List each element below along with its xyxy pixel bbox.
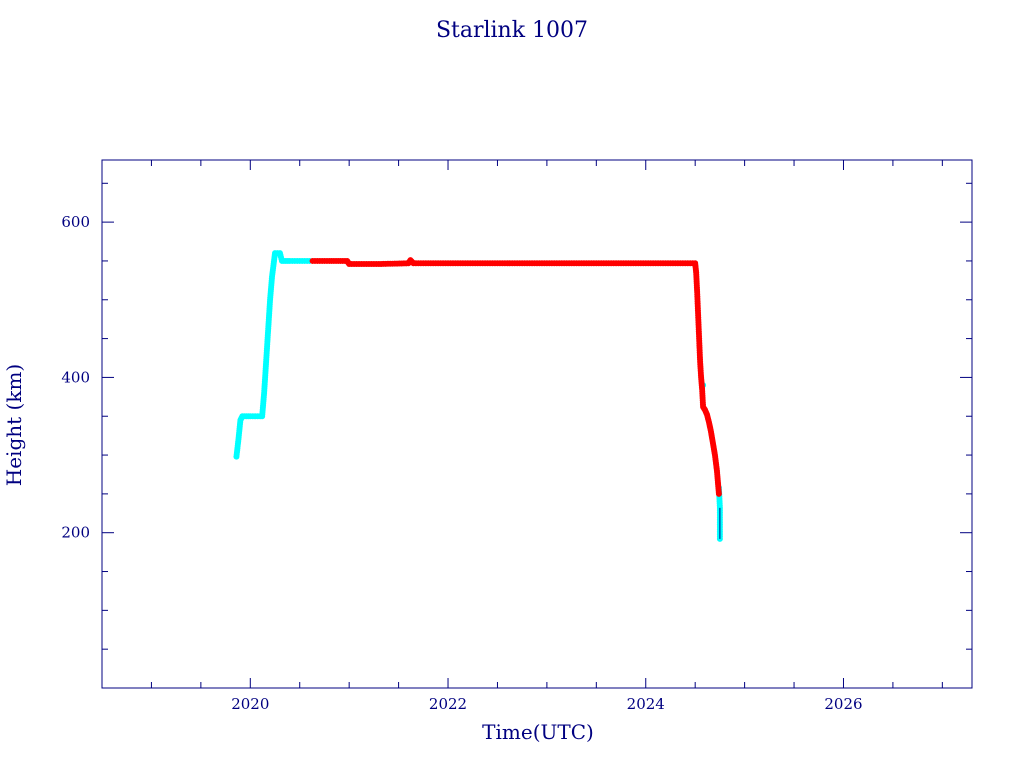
x-tick-label: 2020 — [231, 695, 269, 713]
x-axis-label: Time(UTC) — [482, 720, 594, 744]
y-axis-label: Height (km) — [2, 364, 26, 486]
data-points — [233, 250, 723, 542]
chart-title: Starlink 1007 — [436, 18, 588, 43]
x-tick-label: 2024 — [627, 695, 665, 713]
axis-tick-labels: 2020 2022 2024 2026 200 400 600 — [61, 213, 862, 713]
x-tick-label: 2026 — [824, 695, 862, 713]
series-2 — [309, 257, 722, 497]
data-point — [715, 490, 722, 497]
y-tick-label: 600 — [61, 213, 90, 231]
y-tick-label: 400 — [61, 368, 90, 386]
plot-frame — [101, 159, 973, 689]
x-tick-label: 2022 — [429, 695, 467, 713]
axis-ticks — [102, 160, 972, 688]
y-tick-label: 200 — [61, 524, 90, 542]
series-1 — [233, 250, 723, 542]
